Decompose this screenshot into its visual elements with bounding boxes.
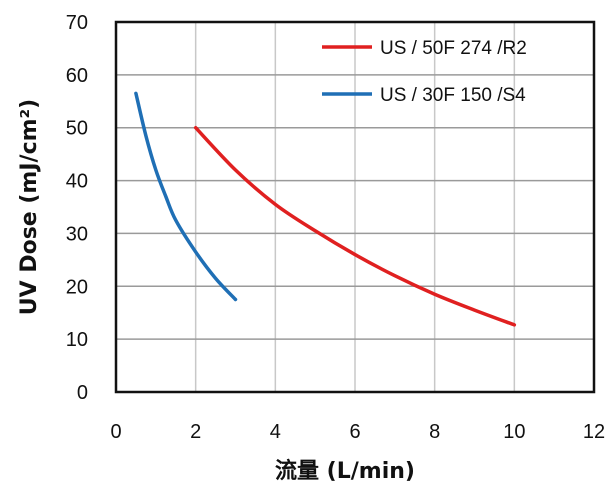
y-tick-label: 20 (66, 276, 88, 298)
grid (116, 22, 594, 392)
series-line-2 (134, 91, 238, 302)
x-tick-label: 8 (429, 421, 440, 443)
x-tick-label: 2 (190, 421, 201, 443)
x-tick-label: 12 (583, 421, 605, 443)
legend-label-series-2: US / 30F 150 /S4 (380, 85, 526, 106)
x-tick-label: 6 (349, 421, 360, 443)
x-tick-label: 4 (270, 421, 281, 443)
x-axis-title: 流量 (L/min) (275, 458, 415, 484)
tick-labels: 0 2 4 6 8 10 12 0 10 20 30 40 50 60 70 (66, 12, 605, 443)
plot-frame (114, 20, 596, 394)
y-tick-label: 50 (66, 118, 88, 140)
y-tick-label: 40 (66, 171, 88, 193)
y-tick-label: 0 (77, 382, 88, 404)
y-axis-title: UV Dose (mJ/cm²) (17, 99, 42, 315)
y-tick-label: 60 (66, 65, 88, 87)
x-tick-label: 10 (503, 421, 525, 443)
series-lines (134, 91, 517, 327)
y-tick-label: 10 (66, 329, 88, 351)
series-line-1 (193, 125, 517, 327)
y-tick-label: 70 (66, 12, 88, 34)
legend-label-series-1: US / 50F 274 /R2 (380, 38, 527, 59)
x-tick-label: 0 (110, 421, 121, 443)
y-tick-label: 30 (66, 223, 88, 245)
legend: US / 50F 274 /R2 US / 30F 150 /S4 (322, 38, 527, 106)
